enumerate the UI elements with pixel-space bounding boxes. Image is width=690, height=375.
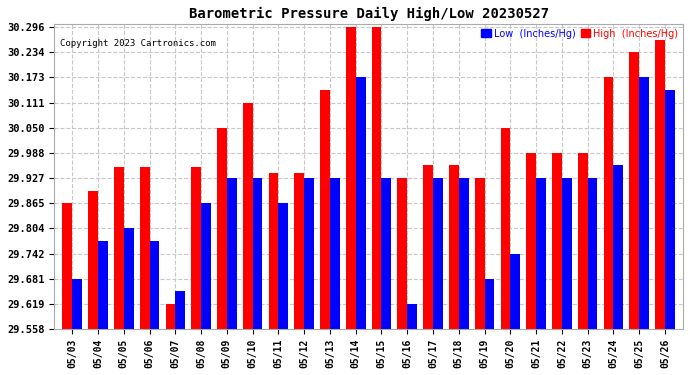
Bar [166, 304, 175, 329]
Bar [578, 153, 588, 329]
Bar [201, 203, 211, 329]
Bar [397, 178, 407, 329]
Bar [330, 178, 339, 329]
Bar [629, 52, 639, 329]
Bar [604, 77, 613, 329]
Bar [346, 27, 356, 329]
Bar [98, 241, 108, 329]
Bar [304, 178, 314, 329]
Bar [88, 190, 98, 329]
Bar [372, 27, 382, 329]
Bar [665, 90, 675, 329]
Title: Barometric Pressure Daily High/Low 20230527: Barometric Pressure Daily High/Low 20230… [188, 7, 549, 21]
Bar [114, 167, 124, 329]
Bar [191, 167, 201, 329]
Bar [613, 165, 623, 329]
Bar [423, 165, 433, 329]
Bar [243, 103, 253, 329]
Bar [62, 203, 72, 329]
Legend: Low  (Inches/Hg), High  (Inches/Hg): Low (Inches/Hg), High (Inches/Hg) [482, 28, 678, 39]
Bar [500, 128, 511, 329]
Bar [407, 304, 417, 329]
Bar [382, 178, 391, 329]
Bar [278, 203, 288, 329]
Bar [433, 178, 443, 329]
Bar [150, 241, 159, 329]
Bar [552, 153, 562, 329]
Bar [639, 77, 649, 329]
Bar [484, 279, 495, 329]
Bar [511, 254, 520, 329]
Bar [356, 77, 366, 329]
Bar [227, 178, 237, 329]
Bar [295, 172, 304, 329]
Bar [72, 279, 82, 329]
Bar [124, 228, 134, 329]
Bar [175, 291, 185, 329]
Bar [459, 178, 469, 329]
Bar [320, 90, 330, 329]
Bar [449, 165, 459, 329]
Bar [217, 128, 227, 329]
Bar [536, 178, 546, 329]
Bar [253, 178, 262, 329]
Bar [475, 178, 484, 329]
Bar [140, 167, 150, 329]
Bar [268, 172, 278, 329]
Bar [526, 153, 536, 329]
Bar [656, 40, 665, 329]
Text: Copyright 2023 Cartronics.com: Copyright 2023 Cartronics.com [61, 39, 217, 48]
Bar [562, 178, 572, 329]
Bar [588, 178, 598, 329]
